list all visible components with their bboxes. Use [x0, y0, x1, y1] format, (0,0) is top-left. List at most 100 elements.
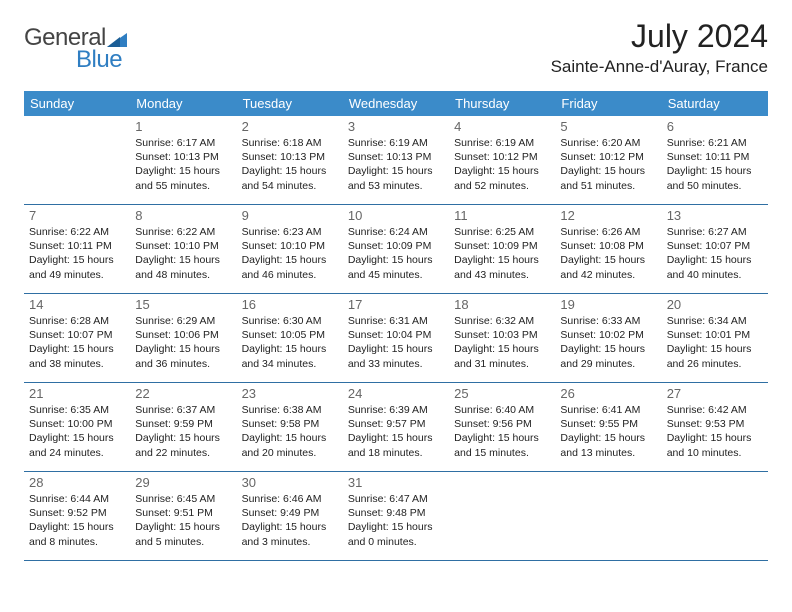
daylight-line: Daylight: 15 hours and 48 minutes.	[135, 253, 231, 281]
daylight-line: Daylight: 15 hours and 43 minutes.	[454, 253, 550, 281]
brand-logo: GeneralBlue	[24, 24, 127, 74]
day-number: 9	[242, 208, 338, 223]
sunset-line: Sunset: 10:11 PM	[29, 239, 125, 253]
sunset-line: Sunset: 10:10 PM	[242, 239, 338, 253]
sunset-line: Sunset: 10:12 PM	[560, 150, 656, 164]
day-number: 28	[29, 475, 125, 490]
calendar-day-cell: 19Sunrise: 6:33 AMSunset: 10:02 PMDaylig…	[555, 294, 661, 382]
sunset-line: Sunset: 9:57 PM	[348, 417, 444, 431]
day-number: 7	[29, 208, 125, 223]
calendar-day-cell: 24Sunrise: 6:39 AMSunset: 9:57 PMDayligh…	[343, 383, 449, 471]
calendar-day-cell: 29Sunrise: 6:45 AMSunset: 9:51 PMDayligh…	[130, 472, 236, 560]
sunset-line: Sunset: 10:13 PM	[135, 150, 231, 164]
day-number: 24	[348, 386, 444, 401]
day-number: 27	[667, 386, 763, 401]
daylight-line: Daylight: 15 hours and 38 minutes.	[29, 342, 125, 370]
calendar-day-cell: 17Sunrise: 6:31 AMSunset: 10:04 PMDaylig…	[343, 294, 449, 382]
sunset-line: Sunset: 10:07 PM	[667, 239, 763, 253]
day-number: 11	[454, 208, 550, 223]
calendar-day-cell: 31Sunrise: 6:47 AMSunset: 9:48 PMDayligh…	[343, 472, 449, 560]
sunrise-line: Sunrise: 6:24 AM	[348, 225, 444, 239]
sunrise-line: Sunrise: 6:27 AM	[667, 225, 763, 239]
sunrise-line: Sunrise: 6:26 AM	[560, 225, 656, 239]
sunset-line: Sunset: 10:02 PM	[560, 328, 656, 342]
month-title: July 2024	[551, 18, 768, 55]
calendar-day-cell: 30Sunrise: 6:46 AMSunset: 9:49 PMDayligh…	[237, 472, 343, 560]
daylight-line: Daylight: 15 hours and 22 minutes.	[135, 431, 231, 459]
day-number: 25	[454, 386, 550, 401]
daylight-line: Daylight: 15 hours and 51 minutes.	[560, 164, 656, 192]
daylight-line: Daylight: 15 hours and 45 minutes.	[348, 253, 444, 281]
daylight-line: Daylight: 15 hours and 5 minutes.	[135, 520, 231, 548]
calendar-day-cell: 28Sunrise: 6:44 AMSunset: 9:52 PMDayligh…	[24, 472, 130, 560]
day-number: 31	[348, 475, 444, 490]
sunrise-line: Sunrise: 6:21 AM	[667, 136, 763, 150]
daylight-line: Daylight: 15 hours and 15 minutes.	[454, 431, 550, 459]
sunset-line: Sunset: 9:59 PM	[135, 417, 231, 431]
location-label: Sainte-Anne-d'Auray, France	[551, 57, 768, 77]
sunset-line: Sunset: 10:09 PM	[454, 239, 550, 253]
daylight-line: Daylight: 15 hours and 0 minutes.	[348, 520, 444, 548]
page-header: GeneralBlue July 2024 Sainte-Anne-d'Aura…	[0, 0, 792, 85]
sunrise-line: Sunrise: 6:33 AM	[560, 314, 656, 328]
calendar-day-cell: 9Sunrise: 6:23 AMSunset: 10:10 PMDayligh…	[237, 205, 343, 293]
sunrise-line: Sunrise: 6:37 AM	[135, 403, 231, 417]
day-number: 8	[135, 208, 231, 223]
daylight-line: Daylight: 15 hours and 53 minutes.	[348, 164, 444, 192]
day-number: 14	[29, 297, 125, 312]
calendar-empty-cell	[24, 116, 130, 204]
day-number: 29	[135, 475, 231, 490]
sunrise-line: Sunrise: 6:29 AM	[135, 314, 231, 328]
sunrise-line: Sunrise: 6:45 AM	[135, 492, 231, 506]
sunrise-line: Sunrise: 6:39 AM	[348, 403, 444, 417]
calendar-day-cell: 8Sunrise: 6:22 AMSunset: 10:10 PMDayligh…	[130, 205, 236, 293]
sunrise-line: Sunrise: 6:40 AM	[454, 403, 550, 417]
sunset-line: Sunset: 10:10 PM	[135, 239, 231, 253]
daylight-line: Daylight: 15 hours and 50 minutes.	[667, 164, 763, 192]
daylight-line: Daylight: 15 hours and 26 minutes.	[667, 342, 763, 370]
day-number: 23	[242, 386, 338, 401]
sunset-line: Sunset: 10:00 PM	[29, 417, 125, 431]
calendar-empty-cell	[449, 472, 555, 560]
sunrise-line: Sunrise: 6:44 AM	[29, 492, 125, 506]
weekday-header-row: Sunday Monday Tuesday Wednesday Thursday…	[24, 91, 768, 116]
calendar-day-cell: 16Sunrise: 6:30 AMSunset: 10:05 PMDaylig…	[237, 294, 343, 382]
daylight-line: Daylight: 15 hours and 3 minutes.	[242, 520, 338, 548]
daylight-line: Daylight: 15 hours and 34 minutes.	[242, 342, 338, 370]
daylight-line: Daylight: 15 hours and 54 minutes.	[242, 164, 338, 192]
sunrise-line: Sunrise: 6:38 AM	[242, 403, 338, 417]
sunset-line: Sunset: 9:52 PM	[29, 506, 125, 520]
sunset-line: Sunset: 9:58 PM	[242, 417, 338, 431]
sunset-line: Sunset: 9:53 PM	[667, 417, 763, 431]
calendar-day-cell: 3Sunrise: 6:19 AMSunset: 10:13 PMDayligh…	[343, 116, 449, 204]
daylight-line: Daylight: 15 hours and 52 minutes.	[454, 164, 550, 192]
calendar-day-cell: 5 Sunrise: 6:20 AMSunset: 10:12 PMDayligh…	[555, 116, 661, 204]
daylight-line: Daylight: 15 hours and 42 minutes.	[560, 253, 656, 281]
day-number: 2	[242, 119, 338, 134]
weekday-header: Friday	[555, 91, 661, 116]
title-block: July 2024 Sainte-Anne-d'Auray, France	[551, 18, 768, 77]
calendar-day-cell: 15Sunrise: 6:29 AMSunset: 10:06 PMDaylig…	[130, 294, 236, 382]
sunset-line: Sunset: 9:48 PM	[348, 506, 444, 520]
calendar-week-row: 7 Sunrise: 6:22 AMSunset: 10:11 PM Dayligh…	[24, 205, 768, 294]
day-number: 12	[560, 208, 656, 223]
day-number: 5	[560, 119, 656, 134]
sunrise-line: Sunrise: 6:35 AM	[29, 403, 125, 417]
calendar-day-cell: 11Sunrise: 6:25 AMSunset: 10:09 PMDaylig…	[449, 205, 555, 293]
weekday-header: Thursday	[449, 91, 555, 116]
sunset-line: Sunset: 10:01 PM	[667, 328, 763, 342]
daylight-line: Daylight: 15 hours and 20 minutes.	[242, 431, 338, 459]
sunset-line: Sunset: 10:07 PM	[29, 328, 125, 342]
sunset-line: Sunset: 10:03 PM	[454, 328, 550, 342]
calendar: Sunday Monday Tuesday Wednesday Thursday…	[24, 91, 768, 561]
day-number: 3	[348, 119, 444, 134]
sunrise-line: Sunrise: 6:41 AM	[560, 403, 656, 417]
sunrise-line: Sunrise: 6:20 AM	[560, 136, 656, 150]
sunset-line: Sunset: 10:11 PM	[667, 150, 763, 164]
day-number: 16	[242, 297, 338, 312]
sunrise-line: Sunrise: 6:22 AM	[29, 225, 125, 239]
sunrise-line: Sunrise: 6:28 AM	[29, 314, 125, 328]
weekday-header: Monday	[130, 91, 236, 116]
sunset-line: Sunset: 10:08 PM	[560, 239, 656, 253]
sunrise-line: Sunrise: 6:32 AM	[454, 314, 550, 328]
